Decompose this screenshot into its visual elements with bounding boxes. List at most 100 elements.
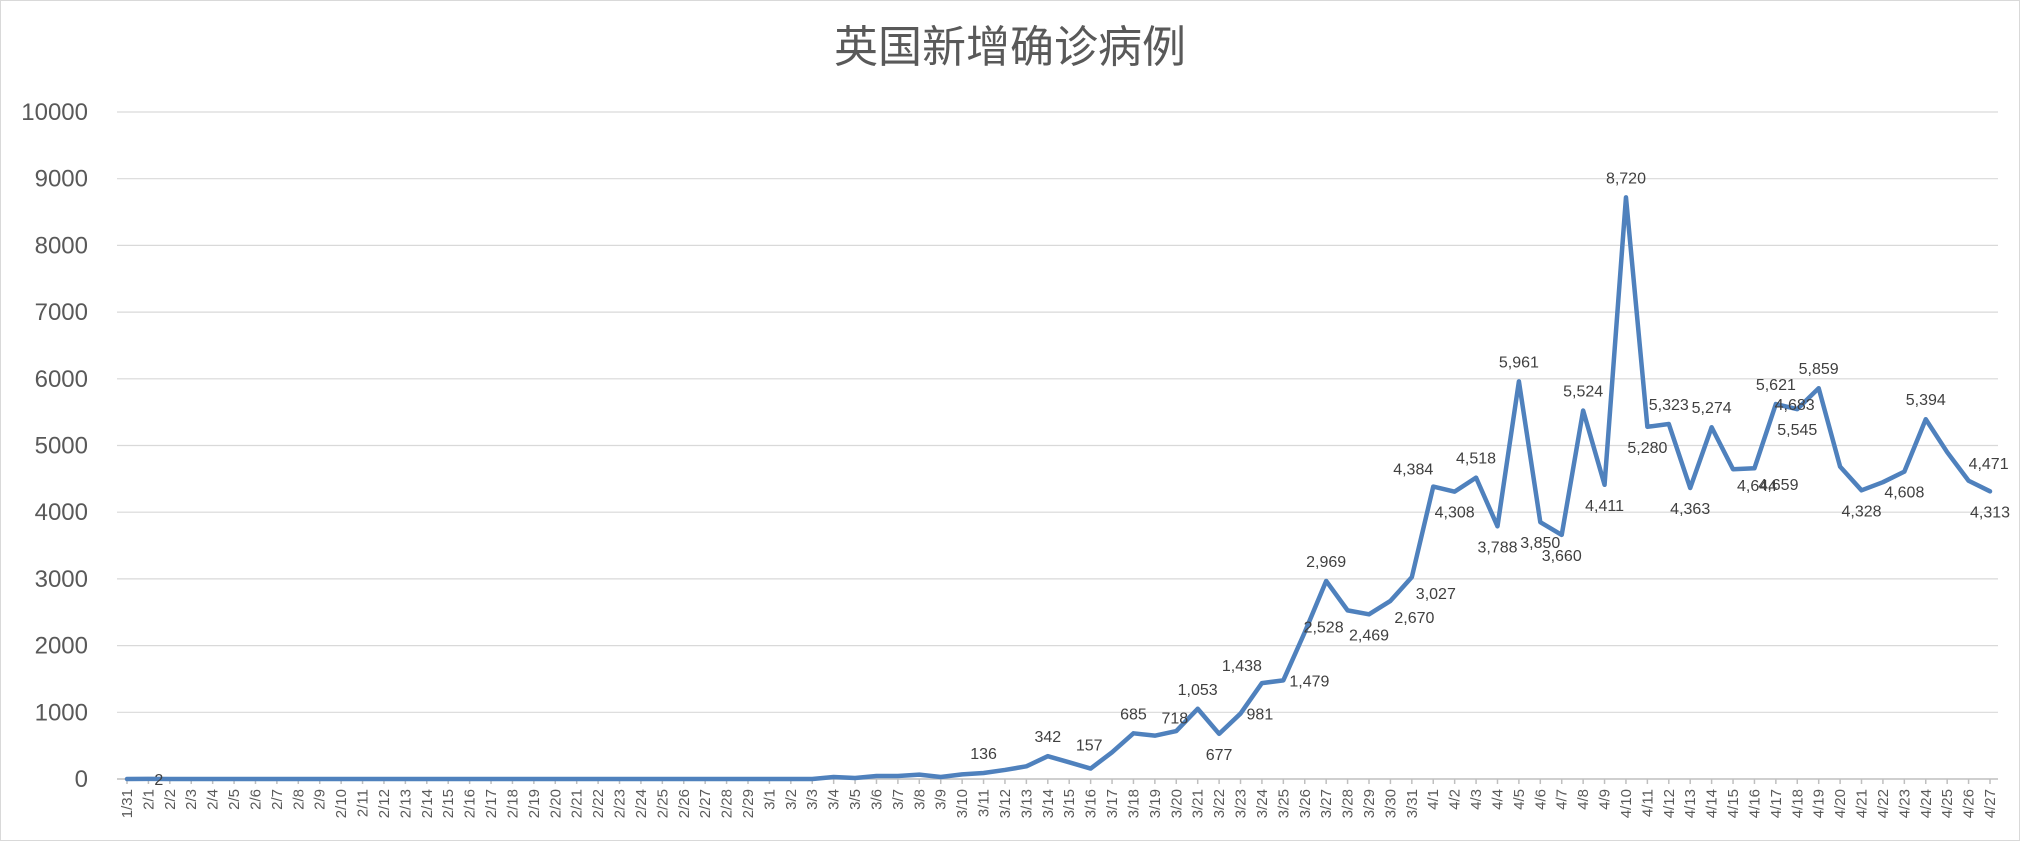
x-tick-label: 2/1 bbox=[140, 789, 157, 810]
x-tick-label: 3/1 bbox=[761, 789, 778, 810]
data-label: 4,471 bbox=[1969, 456, 2009, 473]
data-label: 4,644 bbox=[1737, 478, 1777, 495]
x-tick-label: 3/30 bbox=[1382, 789, 1399, 818]
x-tick-label: 4/8 bbox=[1575, 789, 1592, 810]
x-tick-label: 2/10 bbox=[333, 789, 350, 818]
x-tick-label: 3/10 bbox=[954, 789, 971, 818]
x-tick-label: 4/26 bbox=[1961, 789, 1978, 818]
x-tick-label: 4/11 bbox=[1639, 789, 1656, 817]
x-tick-label: 3/2 bbox=[783, 789, 800, 810]
x-tick-label: 4/25 bbox=[1939, 789, 1956, 818]
x-tick-label: 1/31 bbox=[119, 789, 136, 818]
x-tick-label: 4/17 bbox=[1768, 789, 1785, 818]
data-label: 5,274 bbox=[1692, 400, 1732, 417]
x-tick-label: 3/24 bbox=[1254, 789, 1271, 818]
y-tick-label: 9000 bbox=[35, 166, 88, 193]
x-tick-label: 3/21 bbox=[1190, 789, 1207, 818]
data-label: 4,308 bbox=[1435, 505, 1475, 522]
y-tick-label: 5000 bbox=[35, 433, 88, 460]
x-tick-label: 2/11 bbox=[355, 789, 372, 817]
data-label: 3,788 bbox=[1477, 539, 1517, 556]
gridlines bbox=[117, 111, 1998, 713]
data-label: 4,411 bbox=[1585, 498, 1624, 515]
y-tick-label: 2000 bbox=[35, 633, 88, 660]
x-tick-label: 2/15 bbox=[440, 789, 457, 818]
data-label: 5,859 bbox=[1799, 361, 1839, 378]
x-tick-label: 2/12 bbox=[376, 789, 393, 818]
x-tick-label: 2/19 bbox=[526, 789, 543, 818]
y-tick-label: 8000 bbox=[35, 232, 88, 259]
x-tick-label: 2/13 bbox=[397, 789, 414, 818]
data-label: 5,545 bbox=[1777, 422, 1817, 439]
x-tick-label: 4/12 bbox=[1661, 789, 1678, 818]
x-tick-label: 2/2 bbox=[162, 789, 179, 810]
x-tick-label: 4/19 bbox=[1811, 789, 1828, 818]
x-tick-label: 2/17 bbox=[483, 789, 500, 818]
x-tick-label: 2/9 bbox=[312, 789, 329, 810]
x-tick-label: 3/15 bbox=[1061, 789, 1078, 818]
x-tick-label: 4/27 bbox=[1982, 789, 1999, 818]
data-label: 5,394 bbox=[1906, 392, 1946, 409]
data-label: 4,608 bbox=[1884, 485, 1924, 502]
x-tick-label: 4/13 bbox=[1682, 789, 1699, 818]
x-tick-label: 3/27 bbox=[1318, 789, 1335, 818]
data-label: 4,384 bbox=[1393, 462, 1433, 479]
x-tick-label: 3/18 bbox=[1125, 789, 1142, 818]
x-tick-label: 4/2 bbox=[1447, 789, 1464, 810]
data-label: 2,469 bbox=[1349, 627, 1389, 644]
x-tick-label: 3/16 bbox=[1083, 789, 1100, 818]
x-tick-label: 2/14 bbox=[419, 789, 436, 818]
x-tick-label: 3/9 bbox=[933, 789, 950, 810]
x-tick-label: 2/24 bbox=[633, 789, 650, 818]
y-tick-label: 1000 bbox=[35, 699, 88, 726]
data-label: 5,280 bbox=[1627, 440, 1667, 457]
data-label: 685 bbox=[1120, 706, 1147, 723]
x-tick-label: 4/20 bbox=[1832, 789, 1849, 818]
data-label: 2,969 bbox=[1306, 554, 1346, 571]
data-label: 1,053 bbox=[1178, 682, 1218, 699]
x-tick-label: 3/17 bbox=[1104, 789, 1121, 818]
data-label: 136 bbox=[970, 746, 997, 763]
data-label: 5,524 bbox=[1563, 384, 1603, 401]
x-tick-label: 4/24 bbox=[1918, 789, 1935, 818]
y-axis-ticks: 0 1000 2000 3000 4000 5000 6000 7000 8000 9000 100… bbox=[21, 99, 88, 793]
x-tick-label: 3/7 bbox=[890, 789, 907, 810]
data-label: 2,528 bbox=[1304, 619, 1344, 636]
x-tick-label: 3/23 bbox=[1233, 789, 1250, 818]
x-tick-label: 4/7 bbox=[1554, 789, 1571, 810]
data-label: 4,683 bbox=[1775, 397, 1815, 414]
x-tick-label: 2/6 bbox=[247, 789, 264, 810]
data-label: 1,479 bbox=[1289, 673, 1329, 690]
x-tick-label: 3/4 bbox=[826, 789, 843, 810]
data-label: 5,961 bbox=[1499, 354, 1539, 371]
data-label: 5,621 bbox=[1756, 377, 1796, 394]
data-label: 981 bbox=[1247, 707, 1274, 724]
x-tick-label: 4/23 bbox=[1896, 789, 1913, 818]
series-line bbox=[124, 195, 1993, 782]
x-tick-label: 2/20 bbox=[547, 789, 564, 818]
x-tick-label: 2/23 bbox=[612, 789, 629, 818]
x-tick-label: 3/29 bbox=[1361, 789, 1378, 818]
data-label: 342 bbox=[1034, 729, 1061, 746]
x-tick-label: 4/22 bbox=[1875, 789, 1892, 818]
x-tick-label: 4/18 bbox=[1789, 789, 1806, 818]
x-tick-label: 2/16 bbox=[462, 789, 479, 818]
chart-title: 英国新增确诊病例 bbox=[834, 22, 1186, 73]
x-tick-label: 4/21 bbox=[1854, 789, 1871, 818]
data-label: 3,027 bbox=[1416, 586, 1456, 603]
x-tick-label: 2/21 bbox=[569, 789, 586, 818]
data-label: 718 bbox=[1162, 711, 1189, 728]
x-tick-label: 3/19 bbox=[1147, 789, 1164, 818]
y-tick-label: 6000 bbox=[35, 366, 88, 393]
x-tick-label: 2/25 bbox=[654, 789, 671, 818]
x-tick-label: 4/14 bbox=[1704, 789, 1721, 818]
x-tick-label: 4/1 bbox=[1425, 789, 1442, 810]
x-tick-label: 2/28 bbox=[719, 789, 736, 818]
x-tick-label: 2/8 bbox=[290, 789, 307, 810]
x-tick-label: 2/18 bbox=[504, 789, 521, 818]
data-label: 4,659 bbox=[1758, 477, 1798, 494]
data-labels: 2 136 342 157 685 718 1,053 677 981 1,438 1,479 2,9… bbox=[154, 170, 2010, 788]
x-tick-label: 2/22 bbox=[590, 789, 607, 818]
x-tick-label: 2/4 bbox=[205, 789, 222, 810]
x-tick-label: 2/27 bbox=[697, 789, 714, 818]
